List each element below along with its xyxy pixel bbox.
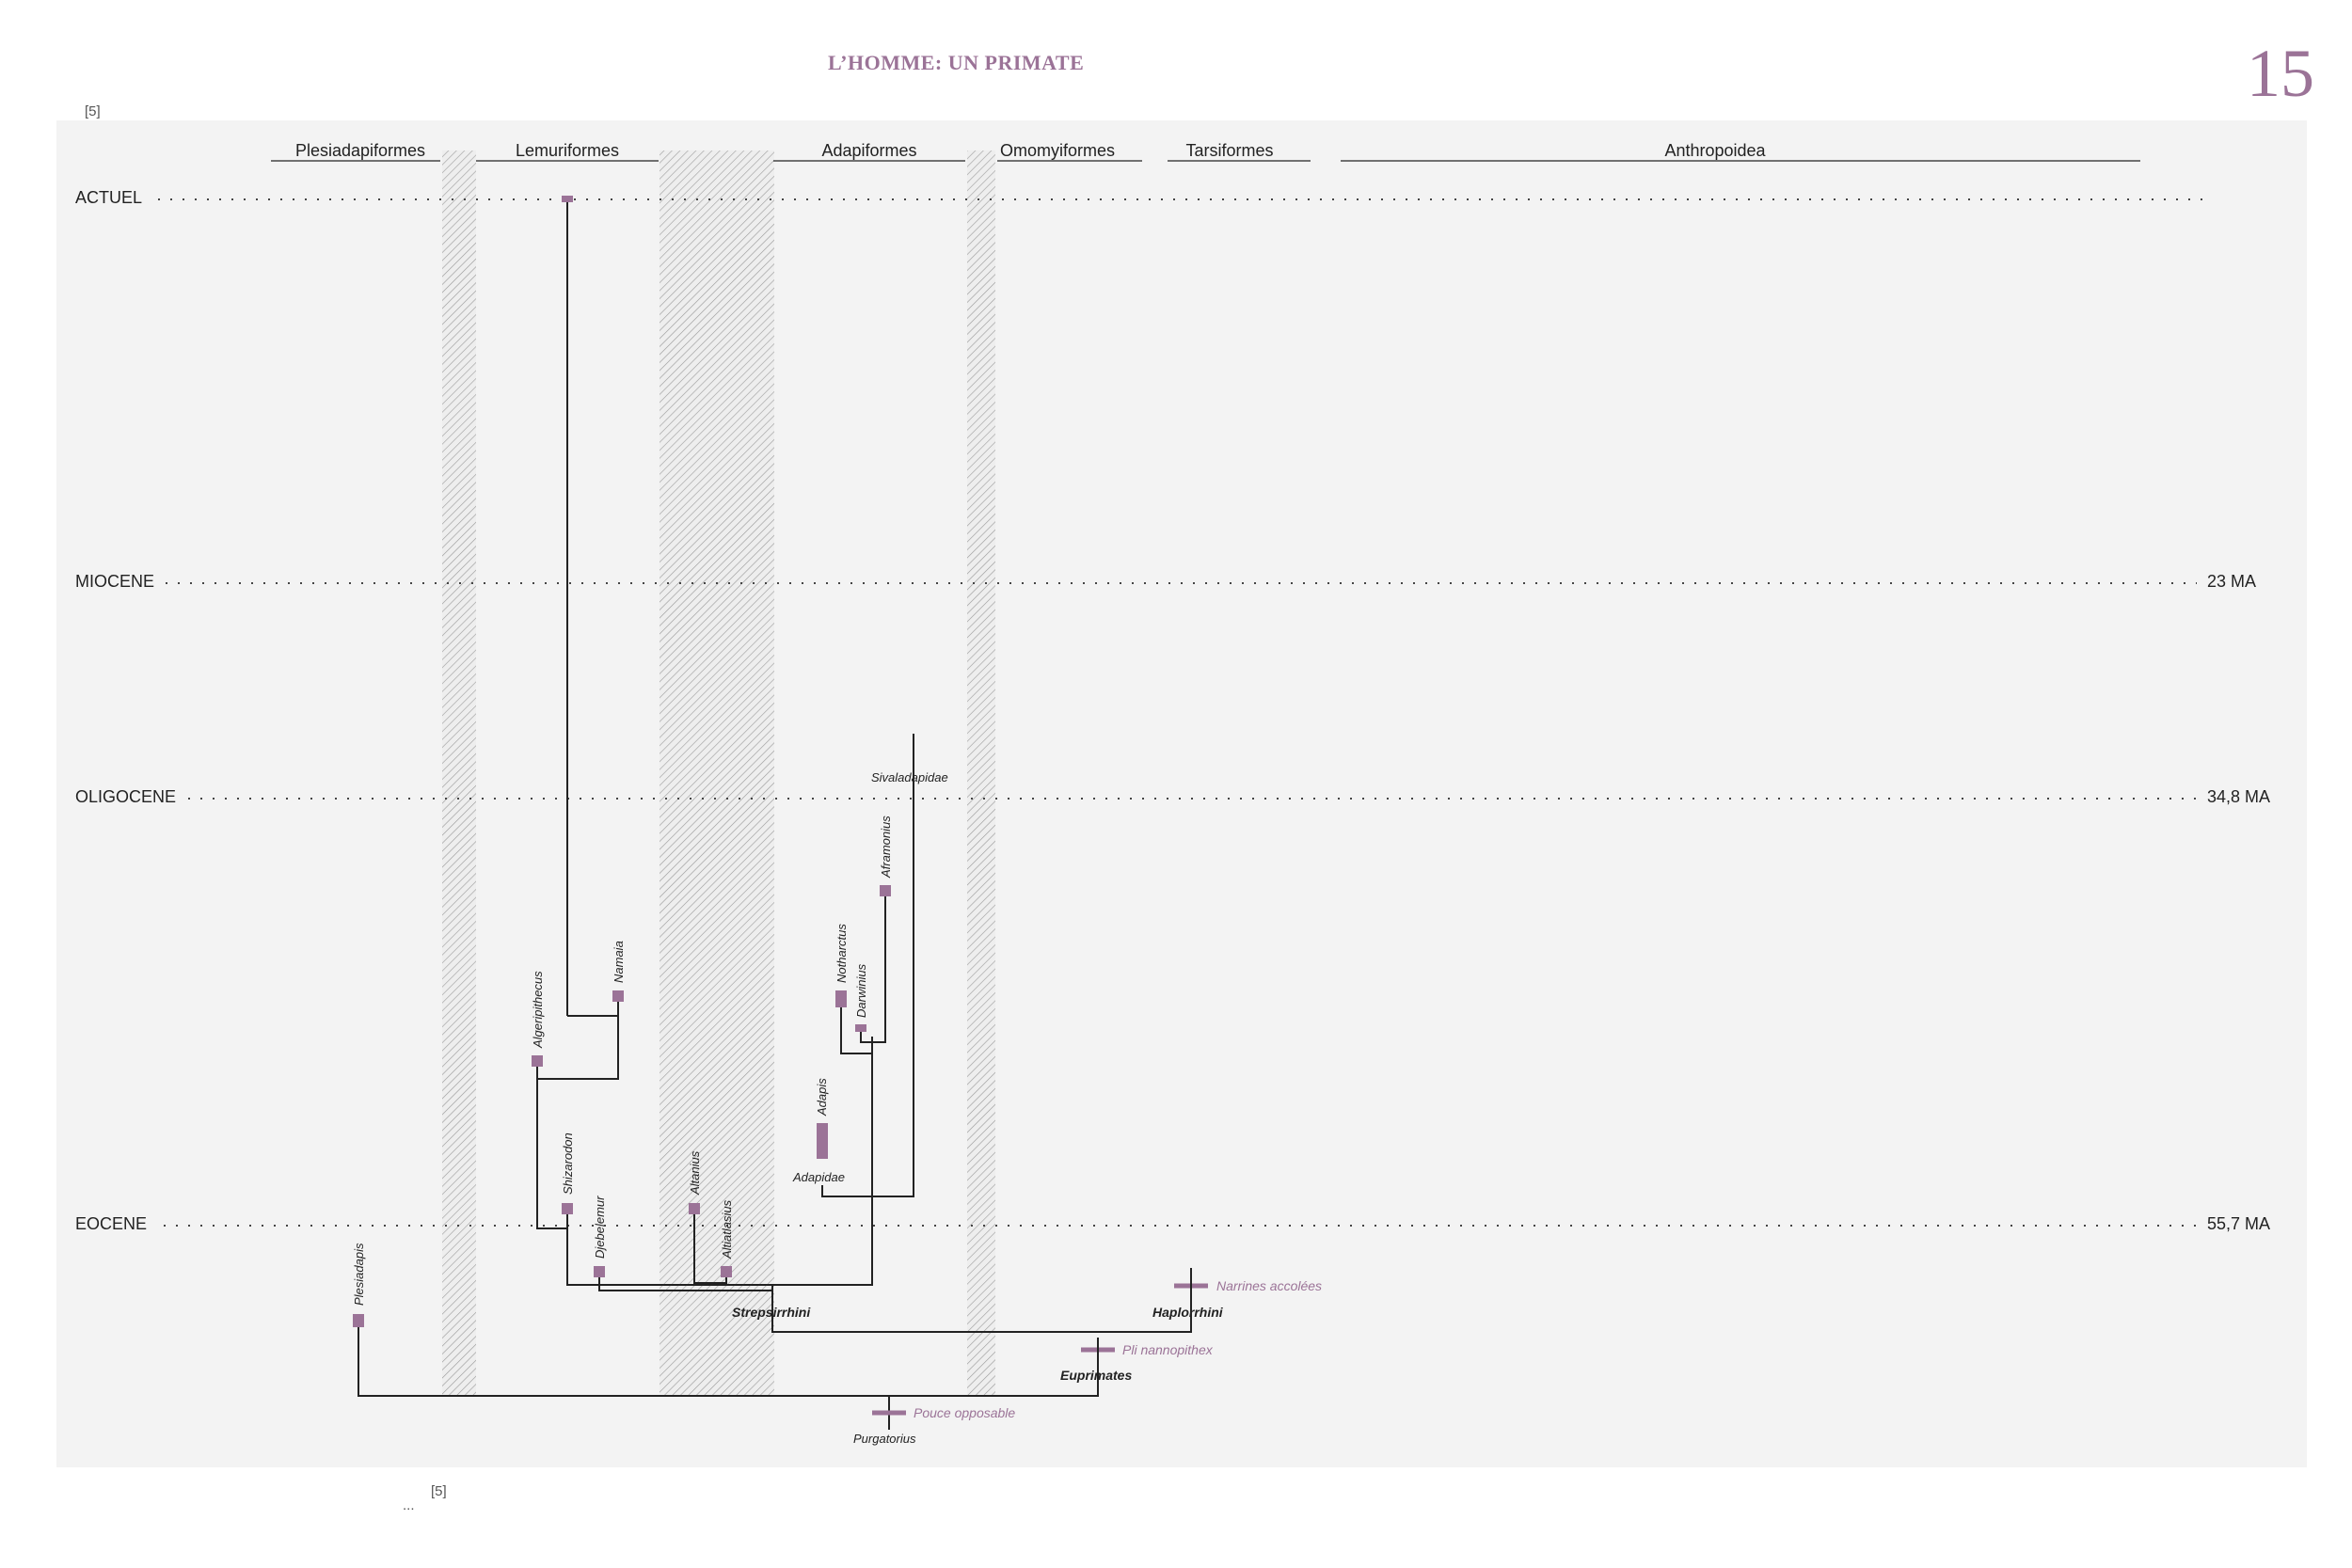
group-labels: Sivaladapidae Adapidae Strepsirrhini Hap… (732, 770, 1224, 1446)
taxon-label-darwinius: Darwinius (854, 963, 868, 1018)
page-number: 15 (2247, 36, 2314, 111)
branch (358, 1324, 1099, 1397)
fossil-marker-darwinius (855, 1024, 866, 1032)
clade-label-lemuriformes: Lemuriformes (516, 141, 619, 160)
branch (840, 1005, 872, 1054)
branch (537, 999, 619, 1080)
node-label-purgatorius: Purgatorius (853, 1432, 916, 1446)
clade-headers: Plesiadapiformes Lemuriformes Adapiforme… (271, 141, 2140, 162)
character-label-pli: Pli nannopithex (1122, 1342, 1214, 1357)
epoch-lines: ACTUEL MIOCENE 23 MA OLIGOCENE 34,8 MA E… (75, 188, 2270, 1233)
footnote-reference-top[interactable]: [5] (85, 103, 101, 119)
gap-column (442, 150, 476, 1397)
fossil-marker-algeripithecus (532, 1055, 543, 1067)
taxon-label-plesiadapis: Plesiadapis (352, 1243, 366, 1306)
fossil-marker-shizarodon (562, 1203, 573, 1214)
footnote-reference-bottom[interactable]: [5] (431, 1483, 447, 1499)
gap-column (967, 150, 995, 1397)
character-label-narrines: Narrines accolées (1216, 1278, 1322, 1293)
fossil-marker-notharctus (835, 990, 847, 1007)
taxon-label-altanius: Altanius (688, 1150, 702, 1196)
node-label-euprimates: Euprimates (1060, 1368, 1132, 1383)
fossil-marker-altanius (689, 1203, 700, 1214)
taxon-labels: Plesiadapis Algeripithecus Namaia Shizar… (352, 816, 893, 1306)
fossil-marker-altiatlasius (721, 1266, 732, 1277)
clade-label-tarsiformes: Tarsiformes (1185, 141, 1273, 160)
phylogeny-panel (56, 120, 2307, 1467)
taxon-label-algeripithecus: Algeripithecus (531, 971, 545, 1049)
taxon-label-namaia: Namaia (612, 941, 626, 983)
fossil-marker-aframonius (880, 885, 891, 896)
epoch-age-oligocene: 34,8 MA (2207, 787, 2270, 806)
taxon-label-djebelemur: Djebelemur (593, 1196, 607, 1259)
clade-label-plesiadapiformes: Plesiadapiformes (295, 141, 425, 160)
character-labels: Narrines accolées Pli nannopithex Pouce … (914, 1278, 1322, 1420)
branch (693, 1207, 727, 1284)
clade-label-adapiformes: Adapiformes (821, 141, 916, 160)
node-label-strepsirrhini: Strepsirrhini (732, 1305, 811, 1320)
epoch-age-eocene: 55,7 MA (2207, 1214, 2270, 1233)
branch (536, 1064, 567, 1229)
fossil-marker-djebelemur (594, 1266, 605, 1277)
gap-column (660, 150, 774, 1397)
taxon-label-shizarodon: Shizarodon (561, 1132, 575, 1195)
taxon-label-altiatlasius: Altiatlasius (720, 1199, 734, 1259)
clade-label-omomyiformes: Omomyiformes (1000, 141, 1115, 160)
fossil-markers (353, 196, 891, 1327)
epoch-label-oligocene: OLIGOCENE (75, 787, 176, 806)
branch (821, 734, 914, 1197)
taxon-label-notharctus: Notharctus (834, 924, 849, 983)
tree-branches (358, 199, 1192, 1430)
group-label-sivaladapidae: Sivaladapidae (871, 770, 948, 784)
footer-ellipsis: ... (403, 1497, 415, 1513)
node-label-haplorrhini: Haplorrhini (1152, 1305, 1224, 1320)
taxon-label-aframonius: Aframonius (879, 816, 893, 879)
epoch-label-actuel: ACTUEL (75, 188, 142, 207)
fossil-marker-adapis (817, 1123, 828, 1159)
character-label-pouce: Pouce opposable (914, 1405, 1015, 1420)
fossil-marker-actuel (562, 196, 573, 202)
clade-label-anthropoidea: Anthropoidea (1664, 141, 1766, 160)
fossil-marker-plesiadapis (353, 1314, 364, 1327)
epoch-age-miocene: 23 MA (2207, 572, 2256, 591)
fossil-marker-namaia (612, 990, 624, 1002)
epoch-label-miocene: MIOCENE (75, 572, 154, 591)
epoch-label-eocene: EOCENE (75, 1214, 147, 1233)
character-marks (872, 1268, 1208, 1416)
taxon-label-adapis: Adapis (815, 1078, 829, 1117)
group-label-adapidae: Adapidae (792, 1170, 845, 1184)
page-title: L’HOMME: UN PRIMATE (828, 51, 1085, 74)
branch (598, 1275, 773, 1291)
